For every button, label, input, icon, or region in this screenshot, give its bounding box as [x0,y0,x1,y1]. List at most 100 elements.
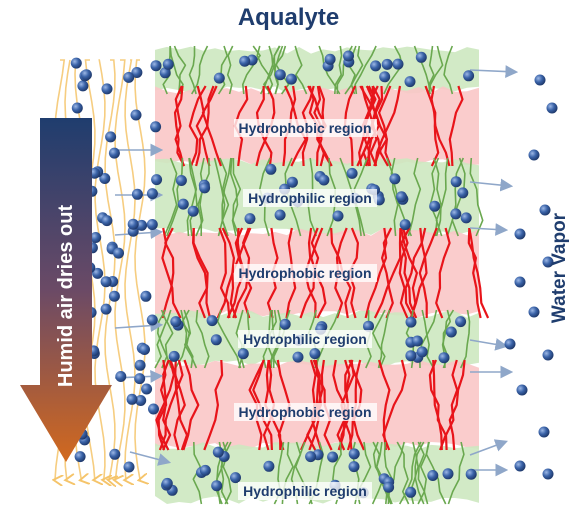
water-molecule [327,451,339,463]
hydrophobic-chain [160,359,172,451]
water-molecule [455,316,467,328]
water-molecule [100,276,112,288]
hydrophilic-chain [417,441,426,505]
hydrophilic-chain [268,45,279,95]
water-molecule [534,74,546,86]
water-molecule [405,350,417,362]
hydrophobic-chain [404,227,427,319]
water-molecule [230,472,241,484]
hydrophilic-chain [213,157,229,237]
hydrophilic-chain [433,157,442,237]
vapor-arrow-icon [469,223,509,236]
water-molecule [286,176,298,188]
hydrophobic-chain [155,359,175,451]
hydrophilic-chain [294,45,308,95]
vapor-arrow-icon [469,338,509,351]
hydrophilic-chain [372,309,386,369]
hydrophilic-chain [383,45,403,95]
hydrophobic-chain [435,227,451,319]
water-molecule [542,349,554,361]
water-molecule [450,176,462,188]
water-molecule [539,204,551,216]
hydrophobic-chain [400,227,418,319]
hydrophilic-chain [371,441,384,505]
water-molecule [141,383,153,395]
water-molecule [134,373,146,385]
hydrophilic-chain [226,45,234,95]
hydrophobic-chain [424,85,440,167]
water-molecule [392,58,404,70]
hydrophilic-chain [186,157,198,237]
water-molecule [514,460,526,472]
water-molecule [285,73,297,85]
water-molecule [348,448,360,460]
hydrophilic-chain [414,441,425,505]
water-molecule [411,335,423,347]
water-molecule [399,219,411,231]
water-molecule [101,215,113,227]
water-vapor-label: Water Vapor [549,212,570,324]
water-molecule [71,102,83,114]
water-molecule [274,69,286,81]
water-molecule [528,306,540,318]
hydrophobic-chain [173,85,186,167]
water-molecule [100,303,112,315]
hydrophilic-chain [242,45,261,95]
region-label-1: Hydrophobic region [175,119,435,137]
water-molecule [363,320,374,332]
hydrophilic-chain [396,441,410,505]
water-molecule [514,276,526,288]
water-molecule [126,393,138,405]
hydrophilic-chain [166,157,184,237]
water-molecule [343,50,354,62]
vapor-arrow-icon [469,178,514,192]
hydrophilic-chain [217,157,230,237]
hydrophilic-chain [372,441,388,505]
water-molecule [404,76,416,88]
water-molecule [516,384,528,396]
water-molecule [546,102,558,114]
hydrophobic-chain [373,85,392,167]
water-molecule [379,71,391,83]
water-molecule [405,316,417,328]
hydrophobic-chain [218,227,231,319]
water-molecule [332,210,344,222]
airflow-line [115,59,126,480]
hydrophilic-chain [469,157,484,237]
water-molecule [212,446,224,458]
water-molecule [162,58,174,70]
water-molecule [457,187,469,199]
water-molecule [199,464,211,476]
water-molecule [210,334,222,346]
hydrophobic-chain [398,227,409,319]
water-molecule [105,131,117,143]
water-molecule [206,315,218,327]
water-molecule [92,267,104,279]
water-molecule [460,212,472,224]
hydrophobic-chain [418,227,438,318]
water-molecule [70,57,82,69]
water-molecule [415,51,427,63]
water-molecule [538,426,550,438]
water-molecule [134,359,146,371]
water-molecule [309,348,321,360]
water-molecule [77,80,89,92]
water-molecule [74,451,86,463]
water-molecule [416,346,428,358]
water-molecule [146,219,158,230]
water-molecule [442,468,454,480]
water-molecule [159,67,171,79]
hydrophobic-chain [161,227,175,319]
water-molecule [279,318,291,330]
region-label-5: Hydrophobic region [175,403,435,421]
hydrophobic-chain [448,359,466,451]
water-molecule [265,163,277,175]
water-molecule [101,83,113,95]
hydrophilic-chain [387,441,405,505]
water-molecule [263,460,275,472]
water-molecule [123,461,135,473]
hydrophobic-chain [399,227,418,319]
water-molecule [427,470,439,481]
water-molecule [187,205,199,217]
